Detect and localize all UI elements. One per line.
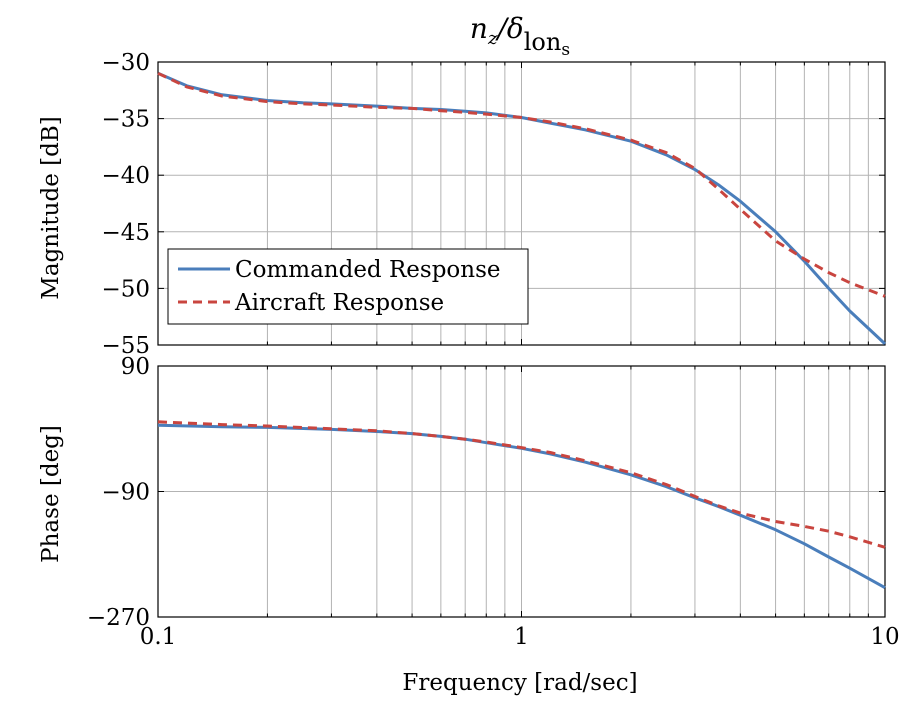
magnitude-frame (157, 61, 886, 346)
magnitude-ytick-label: −35 (101, 107, 150, 133)
title-subsub: s (561, 40, 570, 60)
magnitude-ytick-label: −55 (101, 333, 150, 359)
phase-ytick-label: 90 (121, 354, 150, 380)
phase-ylabel: Phase [deg] (38, 425, 64, 563)
magnitude-ytick-label: −50 (101, 276, 150, 302)
phase-ytick-label: −270 (87, 605, 150, 631)
title-slash: /δ (494, 12, 523, 45)
magnitude-ytick-label: −40 (101, 163, 150, 189)
title-base: n (470, 12, 488, 45)
x-tick-label: 10 (870, 624, 899, 650)
phase-series-aircraft (157, 420, 886, 549)
x-axis-label: Frequency [rad/sec] (402, 670, 637, 696)
magnitude-ylabel: Magnitude [dB] (38, 116, 64, 299)
legend-label-aircraft: Aircraft Response (234, 290, 444, 316)
x-tick-label: 1 (514, 624, 529, 650)
chart-title: nz/δlons (470, 12, 570, 60)
magnitude-ytick-label: −45 (101, 220, 150, 246)
magnitude-axes: −30 −35 −40 −45 −50 −55 (101, 50, 887, 359)
magnitude-ytick-label: −30 (101, 50, 150, 76)
phase-frame (157, 365, 886, 618)
legend-label-commanded: Commanded Response (235, 257, 501, 283)
magnitude-series-aircraft (157, 71, 886, 298)
legend: Commanded Response Aircraft Response (167, 248, 529, 325)
x-tick-label: 0.1 (140, 624, 177, 650)
title-base-sub: z (487, 28, 498, 49)
phase-ytick-label: −90 (101, 480, 150, 506)
legend-box (167, 248, 529, 325)
title-sub: lon (524, 28, 562, 56)
